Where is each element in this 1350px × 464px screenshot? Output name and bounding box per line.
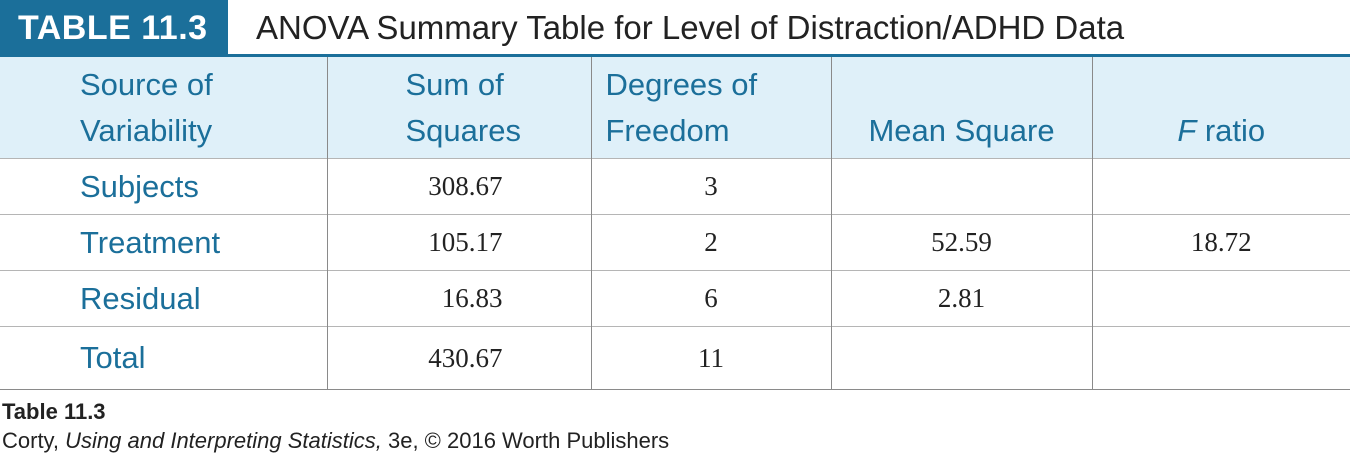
table-number-badge: TABLE 11.3 (0, 0, 228, 56)
column-header-degrees-of-freedom: Degrees of Freedom (590, 57, 831, 159)
cell-f-ratio (1091, 326, 1350, 390)
column-header-f-ratio: F ratio (1091, 57, 1350, 159)
table-title-bar: TABLE 11.3 ANOVA Summary Table for Level… (0, 0, 1350, 57)
caption-title: Table 11.3 (2, 399, 106, 424)
anova-summary-table: Source of Variability Sum of Squares Degre… (0, 57, 1350, 390)
cell-mean-square: 2.81 (830, 270, 1092, 327)
cell-f-ratio (1091, 158, 1350, 215)
cell-mean-square (830, 326, 1092, 390)
cell-degrees-of-freedom: 2 (590, 214, 831, 271)
table-row: Residual 16.83 6 2.81 (0, 270, 1350, 327)
cell-sum-of-squares: 16.83 (326, 270, 591, 327)
source-credit: Corty, Using and Interpreting Statistics… (2, 428, 669, 454)
column-header-source: Source of Variability (0, 57, 327, 159)
cell-sum-of-squares: 430.67 (326, 326, 591, 390)
cell-mean-square: 52.59 (830, 214, 1092, 271)
cell-degrees-of-freedom: 6 (590, 270, 831, 327)
cell-f-ratio: 18.72 (1091, 214, 1350, 271)
column-header-sum-of-squares: Sum of Squares (326, 57, 591, 159)
cell-sum-of-squares: 105.17 (326, 214, 591, 271)
table-row: Subjects 308.67 3 (0, 158, 1350, 215)
cell-mean-square (830, 158, 1092, 215)
column-header-mean-square: Mean Square (830, 57, 1092, 159)
title-divider (0, 54, 1350, 57)
row-source-residual: Residual (0, 270, 327, 327)
figure-caption: Table 11.3 (2, 398, 106, 426)
cell-degrees-of-freedom: 3 (590, 158, 831, 215)
source-publisher: 3e, © 2016 Worth Publishers (381, 428, 670, 453)
row-source-treatment: Treatment (0, 214, 327, 271)
header-row: Source of Variability Sum of Squares Degre… (0, 57, 1350, 159)
cell-degrees-of-freedom: 11 (590, 326, 831, 390)
table-row: Treatment 105.17 2 52.59 18.72 (0, 214, 1350, 271)
row-source-subjects: Subjects (0, 158, 327, 215)
row-source-total: Total (0, 326, 327, 390)
source-book-title: Using and Interpreting Statistics, (65, 428, 382, 453)
table-title: ANOVA Summary Table for Level of Distrac… (256, 9, 1125, 46)
source-author: Corty, (2, 428, 66, 453)
table-row: Total 430.67 11 (0, 326, 1350, 390)
cell-f-ratio (1091, 270, 1350, 327)
cell-sum-of-squares: 308.67 (326, 158, 591, 215)
